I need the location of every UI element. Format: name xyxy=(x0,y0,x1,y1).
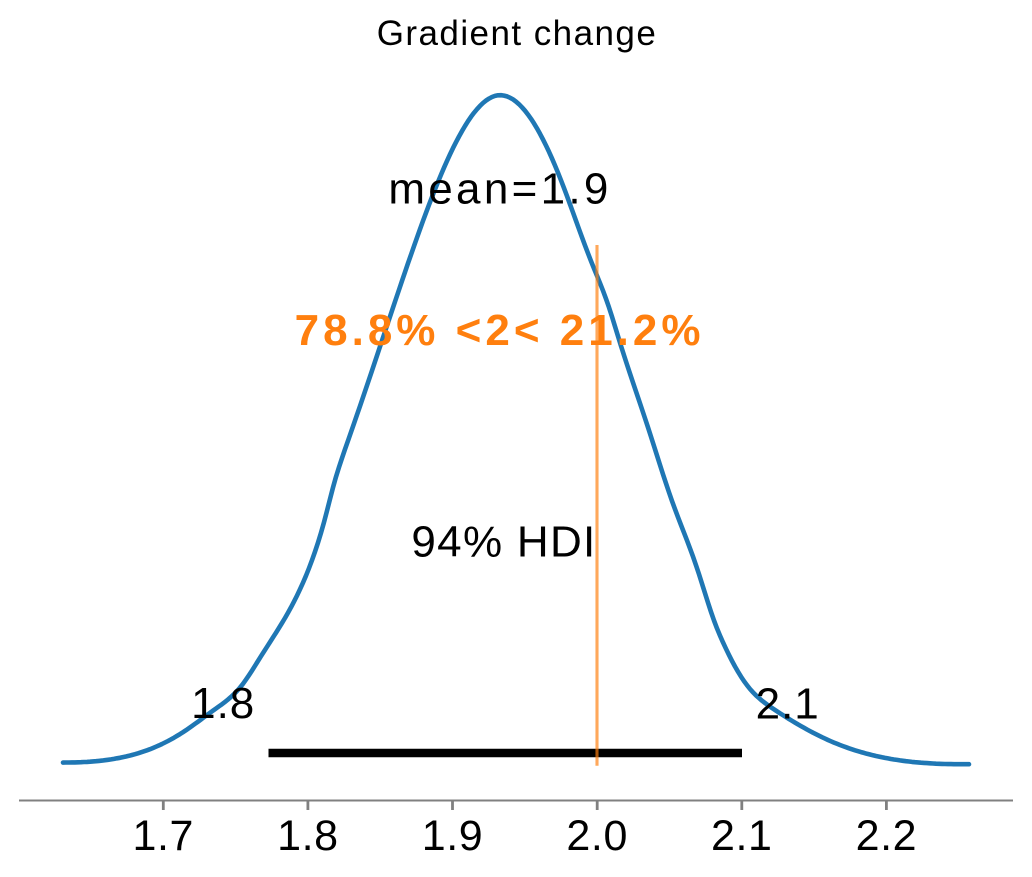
svg-text:Gradient change: Gradient change xyxy=(377,14,658,53)
svg-text:1.8: 1.8 xyxy=(191,679,255,728)
svg-text:1.7: 1.7 xyxy=(133,812,195,860)
svg-text:94% HDI: 94% HDI xyxy=(411,518,596,567)
svg-text:2.1: 2.1 xyxy=(756,680,820,729)
svg-text:mean=1.9: mean=1.9 xyxy=(388,165,611,214)
svg-text:2.2: 2.2 xyxy=(856,812,918,860)
svg-text:2.0: 2.0 xyxy=(566,812,628,860)
svg-text:1.9: 1.9 xyxy=(422,812,484,860)
svg-text:1.8: 1.8 xyxy=(277,812,339,860)
svg-text:2.1: 2.1 xyxy=(711,812,773,860)
svg-text:78.8% <2< 21.2%: 78.8% <2< 21.2% xyxy=(295,306,705,355)
